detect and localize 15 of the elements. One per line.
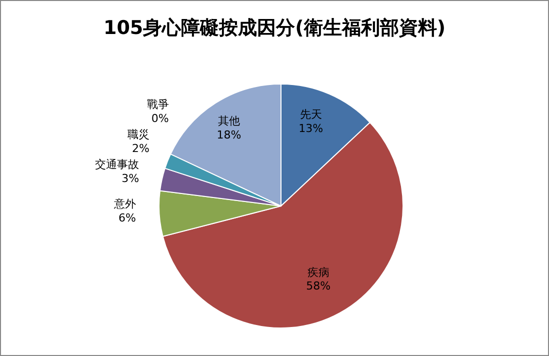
category-label: 戰爭 [146, 98, 169, 112]
data-label: 6% [118, 211, 136, 224]
slice-label: 交通事故 [95, 158, 140, 172]
data-label: 58% [306, 280, 331, 293]
slice-label: 疾病 [307, 266, 330, 279]
text: 0% [151, 112, 169, 125]
data-label: 18% [216, 128, 242, 142]
data-label: 2% [132, 142, 150, 155]
data-label: 13% [298, 122, 324, 135]
slice-label: 意外 [112, 198, 136, 211]
slice-label: 職災 [127, 128, 150, 142]
data-label: 3% [122, 172, 140, 185]
slice-label: 先天 [300, 108, 322, 122]
slice-label: 其他 [218, 114, 240, 128]
chart-title: 105身心障礙按成因分(衛生福利部資料) [102, 16, 447, 41]
